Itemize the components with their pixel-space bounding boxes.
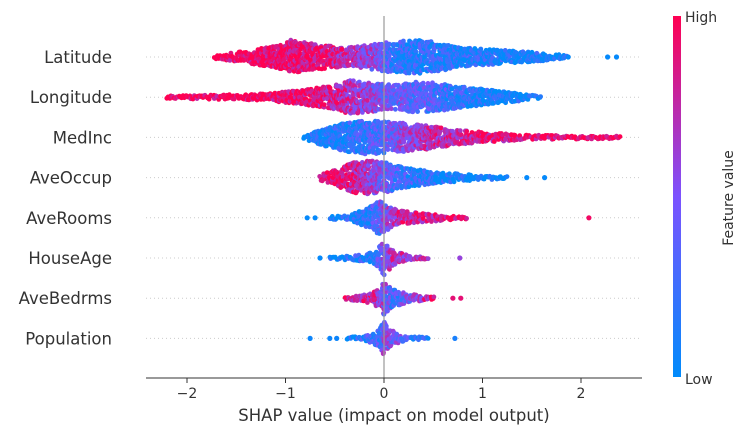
shap-point [415, 109, 420, 114]
shap-point [451, 179, 457, 185]
shap-outlier-point [542, 175, 548, 181]
shap-point [519, 59, 525, 65]
shap-point [404, 42, 410, 48]
shap-outlier-point [524, 175, 530, 181]
shap-point [351, 78, 356, 84]
shap-point [478, 46, 484, 52]
feature-points-averooms [304, 199, 592, 236]
shap-point [401, 38, 406, 44]
shap-outlier-point [605, 54, 611, 60]
shap-outlier-point [565, 54, 571, 60]
shap-point [419, 39, 425, 45]
shap-point [339, 47, 344, 52]
shap-point [534, 50, 540, 56]
shap-point [617, 134, 623, 140]
shap-point [322, 66, 327, 71]
shap-point [369, 66, 375, 72]
shap-point [401, 139, 407, 145]
shap-point [227, 58, 233, 63]
shap-outlier-point [613, 54, 620, 60]
shap-point [457, 128, 463, 134]
shap-point [327, 85, 333, 91]
feature-points-medinc [301, 118, 623, 157]
shap-point [414, 44, 419, 50]
shap-point [321, 102, 327, 108]
shap-point [504, 174, 510, 180]
shap-point [385, 147, 391, 153]
shap-point [406, 70, 412, 76]
shap-point [393, 106, 398, 112]
shap-point [538, 94, 543, 99]
shap-point [454, 64, 460, 69]
shap-point [337, 83, 342, 89]
shap-point [360, 47, 366, 52]
shap-point [387, 41, 392, 47]
feature-points-aveoccup [317, 158, 548, 197]
feature-points-longitude [164, 78, 543, 116]
shap-point [464, 129, 470, 134]
feature-points-latitude [211, 37, 620, 76]
beeswarm-points [164, 37, 623, 357]
shap-point [386, 82, 392, 88]
shap-point [386, 53, 392, 59]
